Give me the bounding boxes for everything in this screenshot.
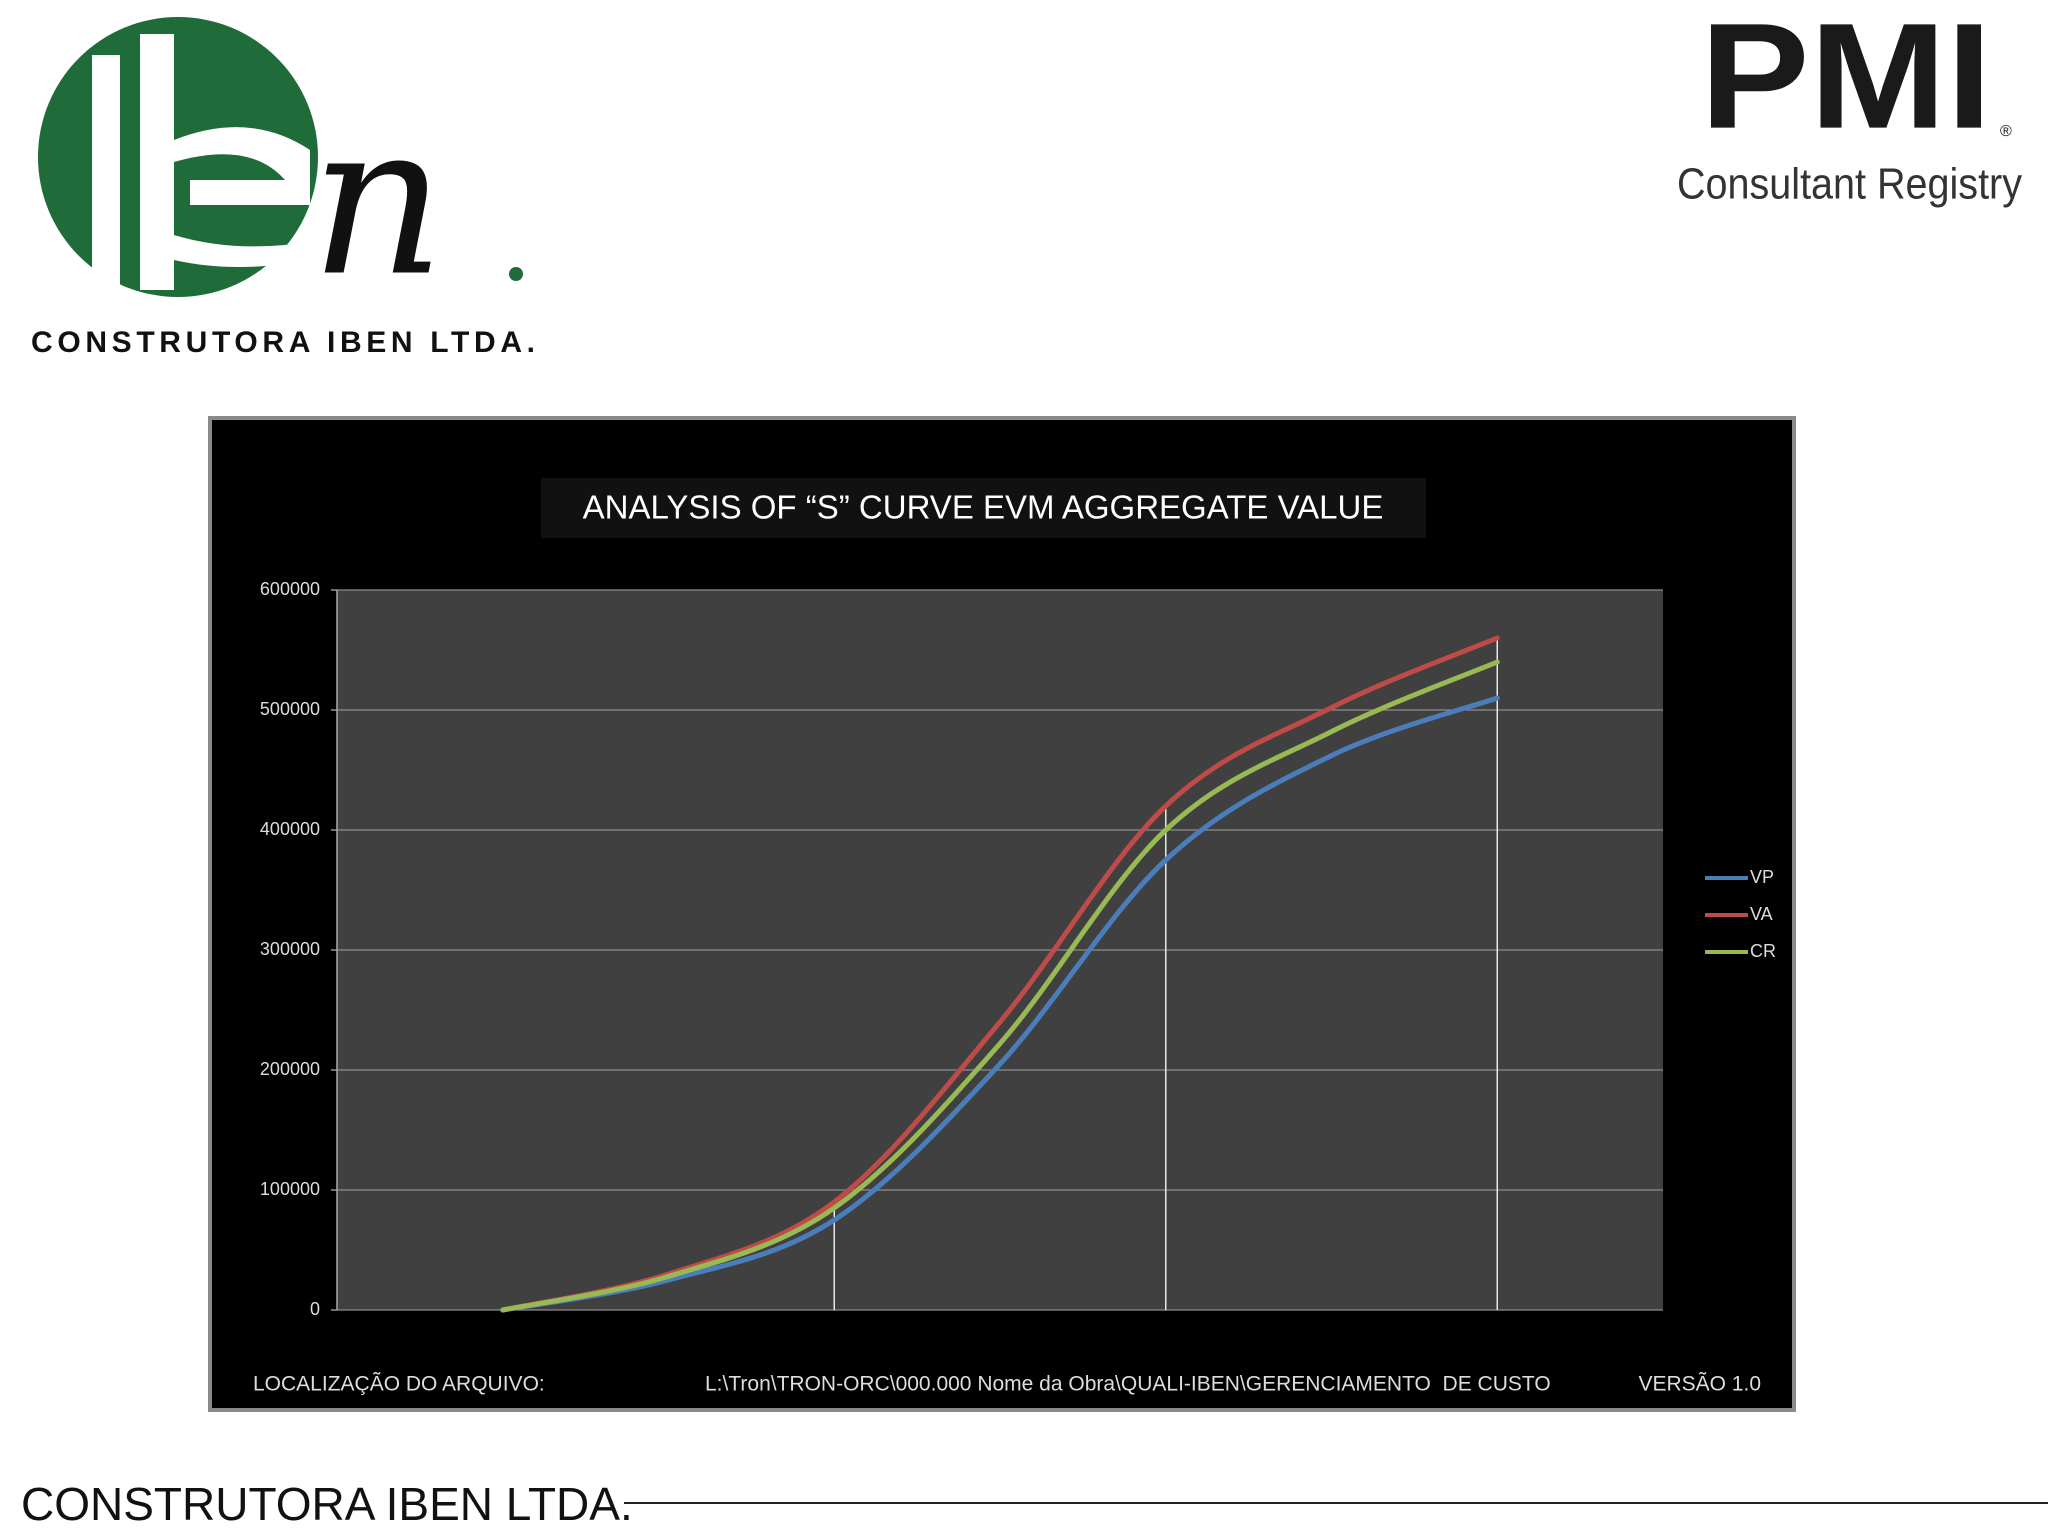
logo-caption: CONSTRUTORA IBEN LTDA. xyxy=(31,326,535,359)
pmi-subtitle: Consultant Registry xyxy=(1677,160,2022,209)
y-tick-label: 400000 xyxy=(260,819,320,839)
series-line xyxy=(500,659,1500,1313)
registered-mark: ® xyxy=(2000,123,2012,140)
chart-title: ANALYSIS OF “S” CURVE EVM AGGREGATE VALU… xyxy=(583,489,1384,526)
title-box xyxy=(541,478,1426,538)
logo-script: n xyxy=(310,78,445,323)
file-path: L:\Tron\TRON-ORC\000.000 Nome da Obra\QU… xyxy=(705,1373,1551,1396)
series-line xyxy=(500,695,1500,1313)
legend-label: VA xyxy=(1750,904,1773,924)
y-tick-label: 200000 xyxy=(260,1059,320,1079)
y-tick-label: 100000 xyxy=(260,1179,320,1199)
pmi-logo: PMI xyxy=(1700,0,1992,160)
legend-label: CR xyxy=(1750,941,1776,961)
y-tick-label: 600000 xyxy=(260,579,320,599)
y-tick-label: 500000 xyxy=(260,699,320,719)
legend-label: VP xyxy=(1750,867,1774,887)
file-location-label: LOCALIZAÇÃO DO ARQUIVO: xyxy=(253,1372,545,1396)
version: VERSÃO 1.0 xyxy=(1638,1372,1761,1396)
footer-company: CONSTRUTORA IBEN LTDA. xyxy=(21,1478,633,1530)
y-tick-label: 300000 xyxy=(260,939,320,959)
iben-logo: n xyxy=(38,17,523,323)
y-tick-label: 0 xyxy=(310,1299,320,1319)
